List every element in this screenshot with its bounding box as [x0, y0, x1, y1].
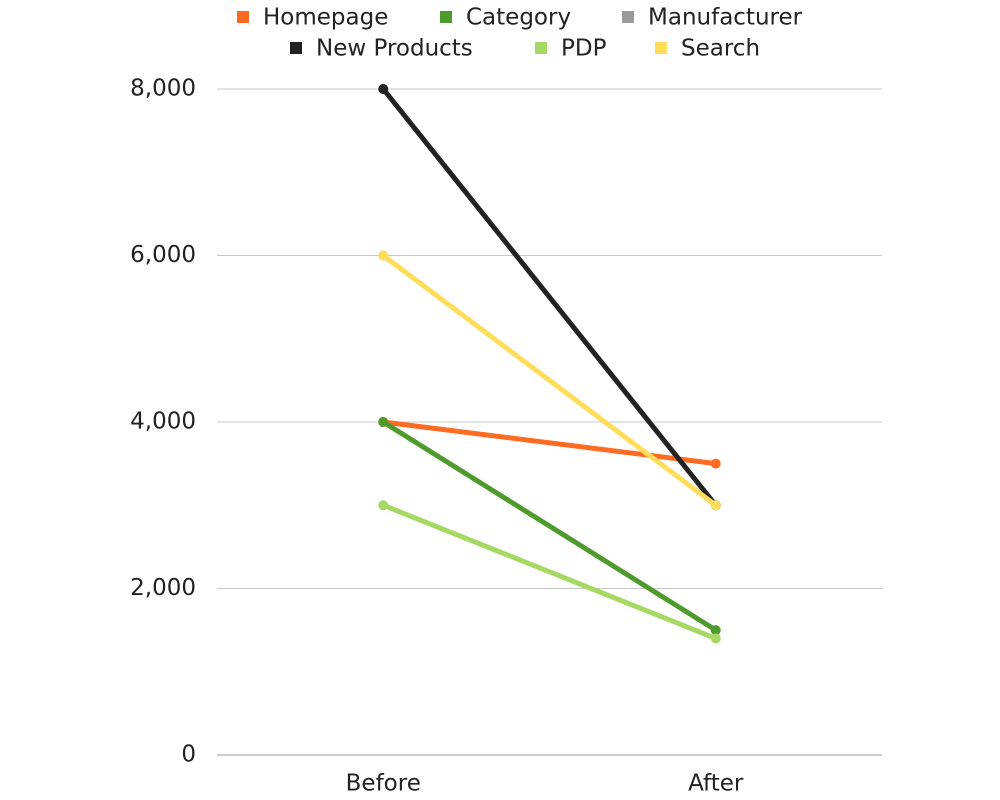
y-tick-label: 6,000 [130, 242, 196, 268]
legend-label: PDP [561, 36, 607, 62]
series-line [381, 87, 718, 507]
data-point [710, 458, 721, 469]
legend-swatch [237, 11, 249, 23]
legend-swatch [290, 42, 302, 54]
data-point [710, 500, 721, 511]
legend-swatch [440, 11, 452, 23]
legend-label: New Products [316, 36, 473, 62]
y-tick-label: 8,000 [130, 76, 196, 102]
series-line [381, 253, 718, 508]
data-point [378, 500, 389, 511]
y-tick-label: 0 [181, 742, 196, 768]
y-tick-label: 4,000 [130, 409, 196, 435]
legend-swatch [535, 42, 547, 54]
y-tick-label: 2,000 [130, 575, 196, 601]
legend-label: Homepage [263, 5, 388, 31]
x-tick-label: After [688, 771, 744, 797]
data-point [710, 625, 721, 636]
series-line [382, 502, 717, 641]
x-tick-label: Before [346, 771, 421, 797]
legend-label: Category [466, 5, 571, 31]
legend-swatch [622, 11, 634, 23]
data-point [378, 250, 389, 261]
data-point [378, 84, 389, 94]
series-line [381, 419, 718, 633]
legend-swatch [655, 42, 667, 54]
legend-label: Search [681, 36, 760, 62]
data-point [710, 633, 721, 644]
data-point [378, 417, 389, 427]
series-line [382, 419, 717, 467]
legend-label: Manufacturer [648, 5, 803, 31]
